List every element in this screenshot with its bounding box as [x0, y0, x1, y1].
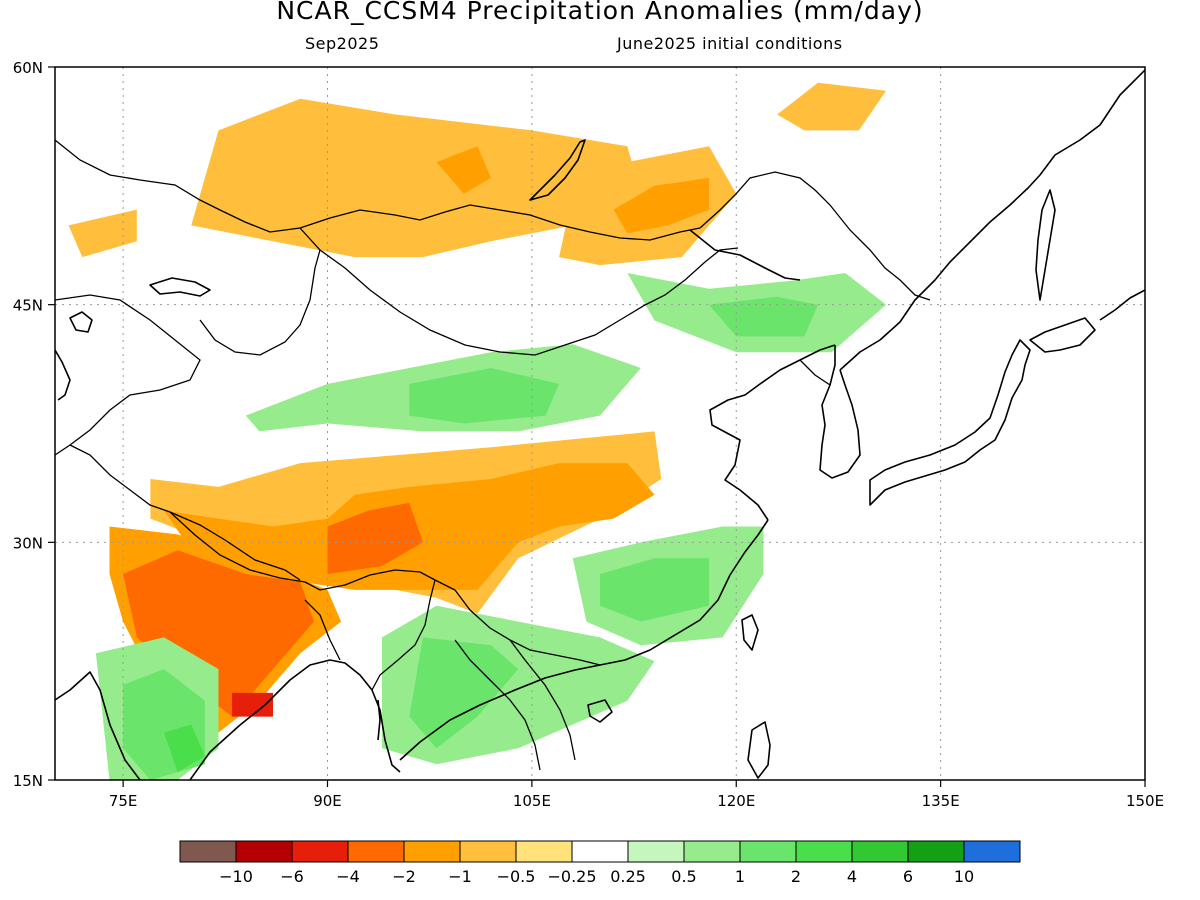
colorbar-label: −4 [336, 867, 360, 886]
colorbar-swatch [683, 840, 741, 863]
border-myanmar [371, 579, 436, 691]
axis-ticks: 75E 90E 105E 120E 135E 150E 60N 45N 30N 15N [13, 59, 1164, 810]
border-bhutan-bangladesh [304, 569, 436, 591]
anomaly-region [613, 177, 709, 234]
colorbar: −10 −6 −4 −2 −1 −0.5 −0.25 0.25 0.5 1 2 4 6 10 [179, 840, 1021, 886]
colorbar-swatch [739, 840, 797, 863]
river-amur [689, 229, 801, 281]
coastline-japan [869, 339, 1031, 506]
initial-conditions: June2025 initial conditions [617, 34, 843, 53]
lat-tick-label: 60N [13, 59, 43, 77]
anomaly-region [123, 550, 314, 717]
lon-tick-label: 135E [922, 792, 960, 810]
colorbar-swatch [179, 840, 237, 863]
coastline-indochina [399, 519, 769, 761]
anomaly-region [327, 502, 423, 574]
border-central-asia [55, 294, 201, 456]
coastline-india [55, 671, 141, 780]
colorbar-label: 0.25 [610, 867, 646, 886]
border-kazakhstan-china [199, 249, 321, 356]
lon-tick-label: 75E [109, 792, 138, 810]
coastline-sakhalin [1035, 189, 1056, 301]
colorbar-label: −10 [219, 867, 253, 886]
lat-tick-label: 15N [13, 772, 43, 790]
colorbar-swatch [571, 840, 629, 863]
colorbar-label: 10 [954, 867, 974, 886]
colorbar-swatch [627, 840, 685, 863]
border-mongolia-china [299, 227, 739, 356]
border-russia-mongolia [299, 204, 701, 241]
coastline-caspian [55, 349, 71, 401]
coastline-hainan [587, 699, 613, 723]
coastline-far-east [839, 69, 1145, 371]
colorbar-swatch [403, 840, 461, 863]
anomaly-region [436, 146, 491, 194]
lon-tick-label: 105E [513, 792, 551, 810]
colorbar-swatch [907, 840, 965, 863]
coastline-kurils [1099, 289, 1145, 321]
colorbar-label: 6 [903, 867, 913, 886]
lon-tick-label: 90E [313, 792, 342, 810]
lat-tick-label: 45N [13, 297, 43, 315]
lon-tick-label: 150E [1126, 792, 1164, 810]
coastline-taiwan [741, 614, 759, 651]
colorbar-label: 4 [847, 867, 857, 886]
colorbar-swatch [459, 840, 517, 863]
border-bangladesh [304, 599, 341, 661]
colorbar-swatch [851, 840, 909, 863]
colorbar-swatch [291, 840, 349, 863]
colorbar-swatch [347, 840, 405, 863]
colorbar-swatch [963, 840, 1021, 863]
anomaly-region [68, 209, 137, 258]
border-russia-china-ne [699, 171, 931, 301]
coastline-korea [819, 345, 861, 479]
colorbar-label: −6 [280, 867, 304, 886]
colorbar-label: 1 [735, 867, 745, 886]
page-title: NCAR_CCSM4 Precipitation Anomalies (mm/d… [276, 0, 924, 25]
anomaly-region [777, 82, 887, 131]
political-borders [55, 139, 931, 771]
border-russia-kazakhstan [55, 139, 301, 233]
anomaly-region [232, 692, 273, 717]
colorbar-label: −0.25 [547, 867, 596, 886]
border-nepal [169, 511, 306, 583]
coastline-bay-of-bengal [189, 659, 401, 780]
coastline-baikal [529, 139, 586, 201]
anomaly-region [600, 558, 709, 622]
colorbar-label: 2 [791, 867, 801, 886]
border-vietnam-laos [509, 639, 576, 761]
anomaly-region [191, 98, 641, 258]
coastline-china-east [709, 344, 836, 521]
colorbar-swatch [795, 840, 853, 863]
coastline-aral [69, 311, 93, 333]
border-korea-china [799, 359, 831, 386]
colorbar-label: −0.5 [497, 867, 536, 886]
colorbar-label: −1 [448, 867, 472, 886]
coastlines [55, 69, 1145, 780]
colorbar-swatch [235, 840, 293, 863]
coastline-hokkaido [1029, 317, 1096, 353]
anomaly-region [409, 637, 519, 749]
colorbar-label: −2 [392, 867, 416, 886]
coastline-andaman [377, 699, 381, 741]
colorbar-swatch [515, 840, 573, 863]
anomaly-region [164, 724, 205, 773]
lon-tick-label: 120E [717, 792, 755, 810]
colorbar-label: 0.5 [671, 867, 696, 886]
map-frame [54, 66, 1146, 781]
anomaly-region [409, 368, 560, 424]
coastline-balkhash [149, 277, 211, 297]
coastline-luzon [747, 721, 771, 779]
forecast-month: Sep2025 [305, 34, 380, 53]
border-thailand-laos [454, 639, 541, 771]
lat-tick-label: 30N [13, 534, 43, 552]
